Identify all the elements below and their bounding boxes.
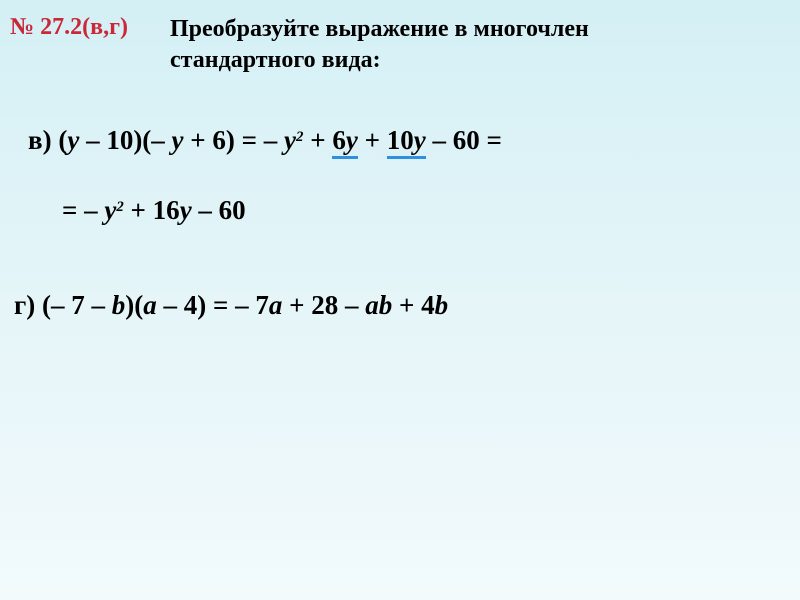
text: )( (125, 290, 143, 320)
like-term-1: 6y (332, 125, 357, 159)
var-b: b (112, 290, 126, 320)
coef: 6 (332, 125, 346, 155)
text: + 16 (124, 195, 180, 225)
var-ab: ab (365, 290, 392, 320)
var-y: y (346, 125, 358, 155)
text: – 60 = (426, 125, 502, 155)
problem-number: № 27.2(в,г) (10, 14, 128, 41)
text: + 6) = – (184, 125, 285, 155)
var-y: y (67, 125, 79, 155)
text: + (358, 125, 387, 155)
var-a: a (269, 290, 283, 320)
var-y-sq: y2 (284, 125, 303, 155)
title-line-2: стандартного вида: (170, 47, 381, 73)
text: – 4) = – 7 (157, 290, 269, 320)
text: = – (62, 195, 104, 225)
var-y: y (180, 195, 192, 225)
var-y: y (414, 125, 426, 155)
text: + 28 – (282, 290, 365, 320)
text: в) ( (28, 125, 67, 155)
var-y: y (172, 125, 184, 155)
like-term-2: 10y (387, 125, 426, 159)
var-y: y (284, 125, 296, 155)
text: – 60 (192, 195, 246, 225)
text: – 10)(– (79, 125, 171, 155)
var-y-sq: y2 (104, 195, 123, 225)
title-line-1: Преобразуйте выражение в многочлен (170, 16, 589, 42)
text: + (303, 125, 332, 155)
text: + 4 (392, 290, 434, 320)
part-g-line: г) (– 7 – b)(a – 4) = – 7a + 28 – ab + 4… (14, 290, 448, 321)
text: г) (– 7 – (14, 290, 112, 320)
coef: 10 (387, 125, 414, 155)
page-title: Преобразуйте выражение в многочлен станд… (170, 14, 589, 76)
var-b: b (435, 290, 449, 320)
var-a: a (143, 290, 157, 320)
part-v-line-2: = – y2 + 16y – 60 (62, 195, 246, 226)
var-y: y (104, 195, 116, 225)
part-v-line-1: в) (y – 10)(– y + 6) = – y2 + 6y + 10y –… (28, 125, 502, 156)
